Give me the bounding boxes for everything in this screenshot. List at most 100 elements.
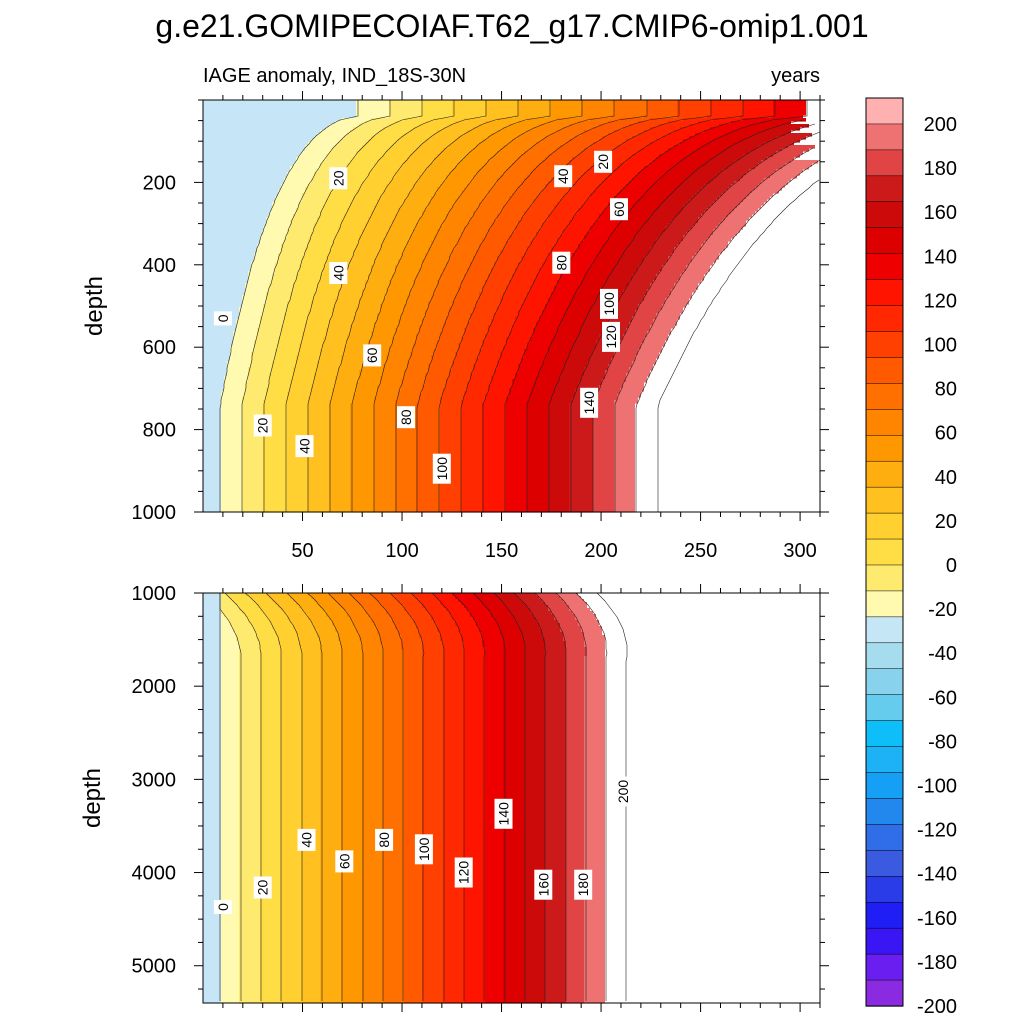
x-tick-label: 150 <box>485 540 518 562</box>
contour-fill-cell <box>263 232 287 236</box>
contour-fill-cell <box>353 322 374 326</box>
contour-fill-cell <box>374 484 395 488</box>
contour-fill-cell <box>503 668 524 672</box>
contour-fill-cell <box>416 502 440 506</box>
contour-fill-cell <box>557 593 578 597</box>
contour-fill-cell <box>713 178 740 182</box>
contour-fill-cell <box>635 202 662 206</box>
contour-fill-cell <box>242 478 263 482</box>
contour-fill-cell <box>260 671 281 675</box>
contour-fill-cell <box>239 767 260 771</box>
contour-fill-cell <box>455 596 476 600</box>
contour-fill-cell <box>584 238 608 242</box>
contour-fill-cell <box>377 385 401 389</box>
contour-fill-cell <box>362 184 386 188</box>
contour-fill-cell <box>329 406 350 410</box>
contour-fill-cell <box>203 262 251 266</box>
contour-fill-cell <box>299 605 320 609</box>
contour-fill-cell <box>524 800 545 804</box>
contour-fill-cell <box>362 761 383 765</box>
contour-fill-cell <box>332 391 356 395</box>
contour-fill-cell <box>431 163 458 167</box>
upper-ylabel: depth <box>81 276 108 336</box>
contour-fill-cell <box>530 205 554 209</box>
contour-fill-cell <box>485 103 518 107</box>
contour-fill-cell <box>350 478 374 482</box>
contour-fill-cell <box>221 746 239 750</box>
contour-fill-cell <box>482 139 512 143</box>
contour-fill-cell <box>401 253 425 257</box>
contour-fill-cell <box>554 244 578 248</box>
contour-fill-cell <box>263 304 287 308</box>
contour-fill-cell <box>461 412 482 416</box>
contour-fill-cell <box>518 310 542 314</box>
contour-fill-cell <box>203 112 356 116</box>
contour-fill-cell <box>320 355 341 359</box>
contour-fill-cell <box>434 157 464 161</box>
contour-fill-cell <box>404 692 422 696</box>
contour-fill-cell <box>260 839 281 843</box>
contour-fill-cell <box>362 716 383 720</box>
contour-fill-cell <box>263 481 287 485</box>
contour-fill-cell <box>281 830 302 834</box>
contour-fill-cell <box>545 761 566 765</box>
contour-fill-cell <box>614 454 635 458</box>
contour-fill-cell <box>404 764 422 768</box>
contour-fill-cell <box>383 127 413 131</box>
contour-fill-cell <box>611 358 635 362</box>
contour-fill-cell <box>374 481 395 485</box>
contour-fill-cell <box>410 190 437 194</box>
contour-fill-cell <box>416 226 440 230</box>
contour-fill-cell <box>362 854 383 858</box>
contour-fill-cell <box>440 496 461 500</box>
contour-fill-cell <box>401 166 428 170</box>
contour-fill-cell <box>548 484 569 488</box>
contour-fill-cell <box>461 415 482 419</box>
contour-fill-cell <box>308 617 329 621</box>
contour-fill-cell <box>500 599 521 603</box>
contour-fill-cell <box>302 659 320 663</box>
contour-fill-cell <box>446 214 473 218</box>
contour-fill-cell <box>497 130 527 134</box>
contour-fill-cell <box>302 746 320 750</box>
contour-fill-cell <box>650 118 683 122</box>
contour-fill-cell <box>347 211 371 215</box>
contour-fill-cell <box>416 421 440 425</box>
contour-fill-cell <box>545 659 566 663</box>
contour-fill-cell <box>503 863 524 867</box>
contour-fill-cell <box>707 142 737 146</box>
contour-fill-cell <box>569 427 593 431</box>
contour-fill-cell <box>485 869 503 873</box>
contour-fill-cell <box>221 466 242 470</box>
contour-fill-cell <box>590 229 614 233</box>
contour-fill-cell <box>203 466 221 470</box>
contour-fill-cell <box>203 136 314 140</box>
contour-fill-cell <box>467 388 488 392</box>
contour-fill-cell <box>242 487 263 491</box>
contour-fill-cell <box>293 286 317 290</box>
contour-fill-cell <box>482 602 503 606</box>
contour-fill-cell <box>275 355 296 359</box>
contour-fill-cell <box>533 334 554 338</box>
contour-fill-cell <box>503 731 524 735</box>
contour-fill-cell <box>497 620 515 624</box>
contour-fill-cell <box>392 274 416 278</box>
contour-fill-cell <box>341 878 362 882</box>
contour-fill-cell <box>203 782 221 786</box>
contour-fill-cell <box>404 788 422 792</box>
contour-fill-cell <box>437 343 458 347</box>
contour-fill-cell <box>422 770 443 774</box>
contour-fill-cell <box>626 379 647 383</box>
contour-fill-cell <box>302 899 320 903</box>
contour-fill-cell <box>524 746 545 750</box>
contour-fill-cell <box>512 328 533 332</box>
contour-fill-cell <box>545 656 566 660</box>
contour-fill-cell <box>524 854 545 858</box>
y-tick-label: 600 <box>143 337 176 359</box>
contour-fill-cell <box>485 794 503 798</box>
contour-fill-cell <box>389 115 419 119</box>
contour-fill-cell <box>635 313 656 317</box>
contour-fill-cell <box>521 599 542 603</box>
contour-fill-cell <box>221 704 239 708</box>
contour-fill-cell <box>506 439 527 443</box>
